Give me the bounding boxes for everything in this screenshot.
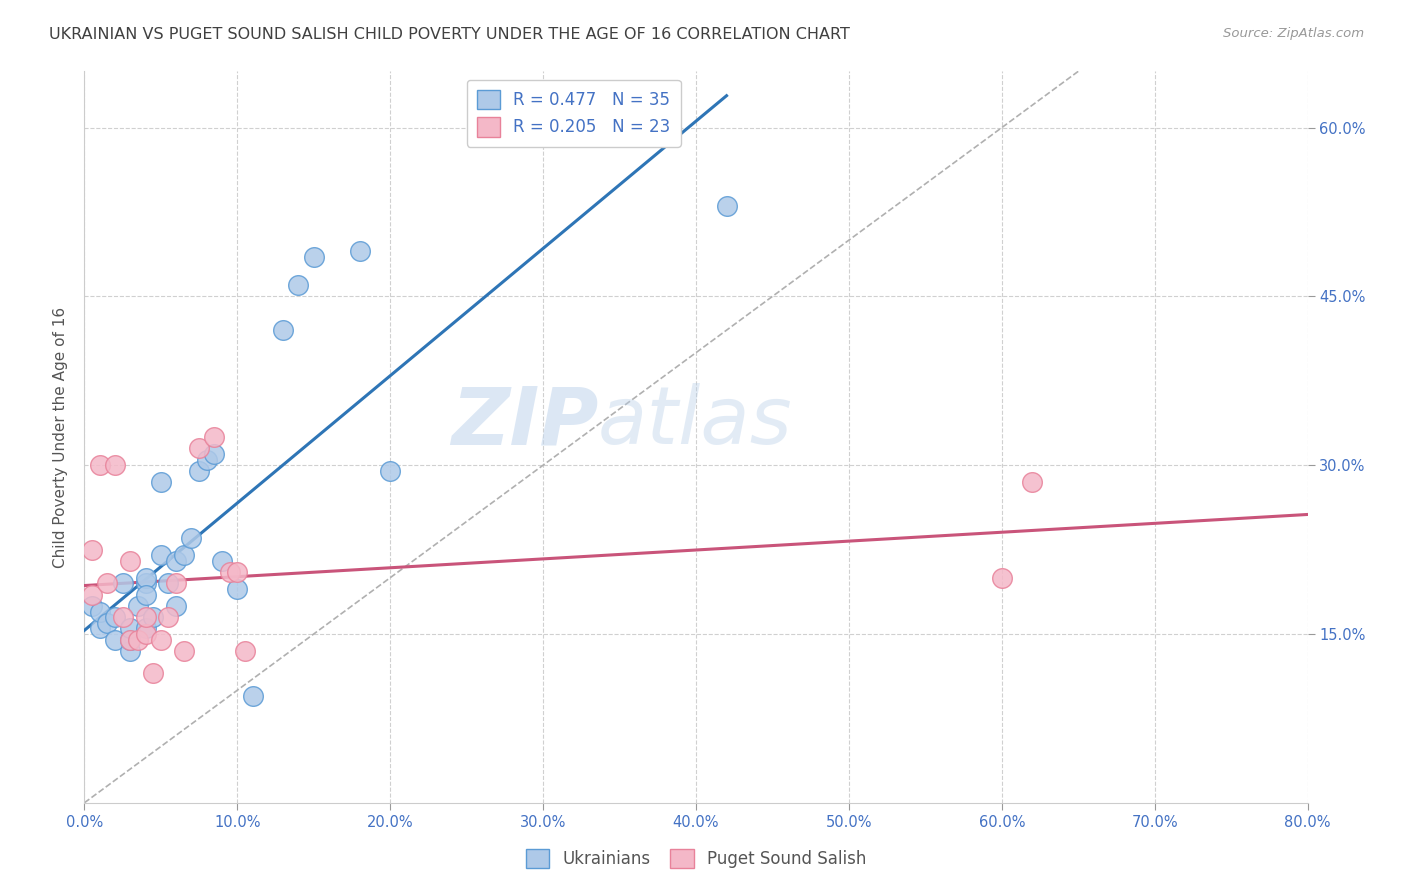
Point [149,475,172,489]
Point [135,588,157,602]
Point [180,532,202,546]
Point [135,610,157,624]
Point [195,452,218,467]
Point [157,576,180,591]
Legend: Ukrainians, Puget Sound Salish: Ukrainians, Puget Sound Salish [519,842,873,875]
Point [218,565,240,579]
Point [173,548,195,562]
Point [135,576,157,591]
Point [89,621,111,635]
Point [96,576,118,591]
Point [80,599,103,613]
Point [104,610,127,624]
Point [120,632,142,647]
Point [157,610,180,624]
Point [142,610,165,624]
Point [1021,475,1043,489]
Text: Source: ZipAtlas.com: Source: ZipAtlas.com [1223,27,1364,40]
Point [127,599,149,613]
Point [135,621,157,635]
Point [302,250,325,264]
Point [135,627,157,641]
Point [120,644,142,658]
Point [233,644,256,658]
Y-axis label: Child Poverty Under the Age of 16: Child Poverty Under the Age of 16 [53,307,69,567]
Point [716,199,738,213]
Point [226,582,249,596]
Point [149,548,172,562]
Point [287,278,309,293]
Point [242,689,264,703]
Point [89,605,111,619]
Point [991,571,1014,585]
Point [104,458,127,473]
Point [188,464,211,478]
Point [211,554,233,568]
Point [80,588,103,602]
Point [149,632,172,647]
Point [271,323,294,337]
Point [127,632,149,647]
Point [120,554,142,568]
Point [226,565,249,579]
Point [111,576,134,591]
Point [135,571,157,585]
Point [380,464,402,478]
Point [120,632,142,647]
Point [349,244,371,259]
Text: UKRAINIAN VS PUGET SOUND SALISH CHILD POVERTY UNDER THE AGE OF 16 CORRELATION CH: UKRAINIAN VS PUGET SOUND SALISH CHILD PO… [49,27,851,42]
Point [202,447,225,461]
Point [96,615,118,630]
Point [111,610,134,624]
Point [80,542,103,557]
Point [120,621,142,635]
Point [89,458,111,473]
Point [173,644,195,658]
Point [188,442,211,456]
Point [165,576,187,591]
Text: ZIP: ZIP [451,384,598,461]
Point [104,632,127,647]
Point [165,554,187,568]
Point [142,666,165,681]
Point [202,430,225,444]
Point [165,599,187,613]
Text: atlas: atlas [598,384,793,461]
